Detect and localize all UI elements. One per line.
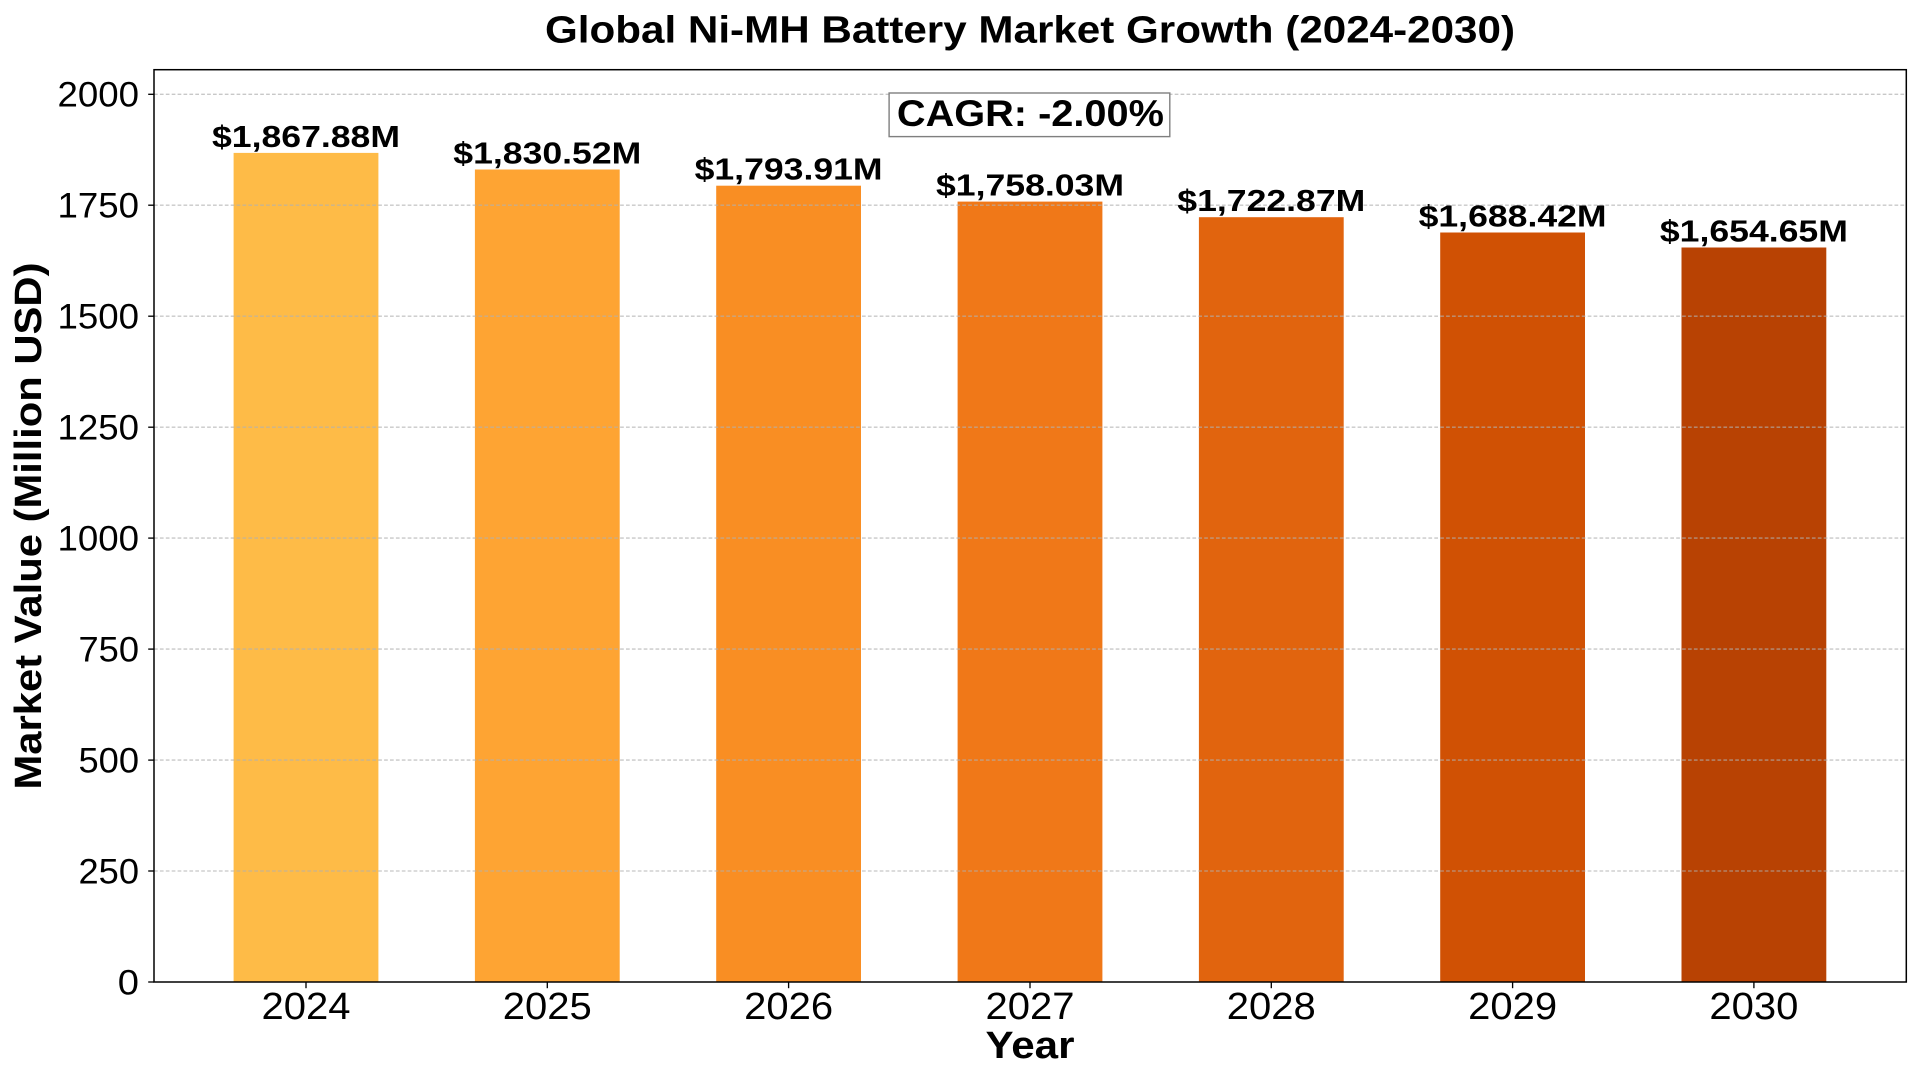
svg-text:Global Ni-MH Battery Market Gr: Global Ni-MH Battery Market Growth (2024… — [545, 9, 1515, 51]
svg-text:2027: 2027 — [986, 986, 1075, 1028]
svg-text:$1,722.87M: $1,722.87M — [1177, 185, 1365, 218]
svg-text:2029: 2029 — [1468, 986, 1557, 1028]
svg-text:$1,654.65M: $1,654.65M — [1660, 216, 1848, 249]
svg-text:1250: 1250 — [58, 408, 140, 448]
svg-text:CAGR: -2.00%: CAGR: -2.00% — [897, 93, 1164, 134]
svg-text:2024: 2024 — [262, 986, 351, 1028]
svg-text:1500: 1500 — [58, 297, 140, 337]
svg-text:$1,867.88M: $1,867.88M — [212, 121, 400, 154]
svg-text:0: 0 — [118, 962, 139, 1002]
svg-text:2028: 2028 — [1227, 986, 1316, 1028]
svg-text:Market Value (Million USD): Market Value (Million USD) — [7, 263, 50, 790]
svg-text:250: 250 — [79, 851, 140, 891]
svg-text:1000: 1000 — [58, 519, 140, 559]
svg-text:2025: 2025 — [503, 986, 592, 1028]
svg-text:750: 750 — [79, 630, 140, 670]
svg-text:Year: Year — [986, 1024, 1075, 1066]
svg-text:$1,830.52M: $1,830.52M — [453, 138, 641, 171]
svg-text:500: 500 — [79, 740, 140, 780]
svg-text:$1,793.91M: $1,793.91M — [695, 154, 883, 187]
svg-text:2030: 2030 — [1709, 986, 1798, 1028]
svg-text:$1,758.03M: $1,758.03M — [936, 170, 1124, 203]
svg-text:2026: 2026 — [744, 986, 833, 1028]
svg-text:2000: 2000 — [58, 75, 140, 115]
svg-text:1750: 1750 — [58, 186, 140, 226]
svg-text:$1,688.42M: $1,688.42M — [1419, 201, 1607, 234]
